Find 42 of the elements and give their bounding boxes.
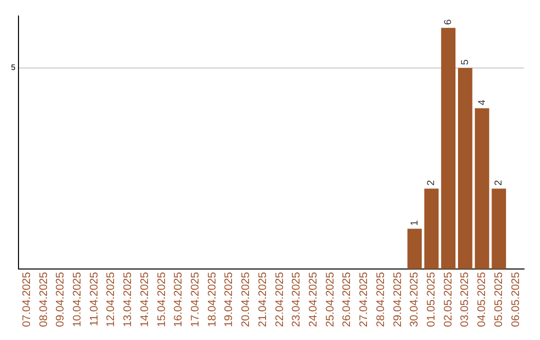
x-tick-label: 01.05.2025 <box>425 272 438 328</box>
x-tick-label: 20.04.2025 <box>240 272 252 328</box>
x-tick-label: 16.04.2025 <box>172 272 185 328</box>
x-tick-label: 18.04.2025 <box>206 272 218 328</box>
x-tick-label: 30.04.2025 <box>408 272 421 328</box>
x-tick-label: 19.04.2025 <box>223 272 236 328</box>
x-tick-label: 17.04.2025 <box>189 272 202 328</box>
bar <box>424 188 439 269</box>
x-tick-label: 28.04.2025 <box>374 272 387 328</box>
bar <box>492 188 506 269</box>
bar <box>407 228 422 269</box>
bar <box>474 108 490 269</box>
x-tick-label: 04.05.2025 <box>476 272 488 328</box>
x-tick-label: 14.04.2025 <box>138 272 151 328</box>
x-tick-label: 13.04.2025 <box>122 272 134 328</box>
x-tick-label: 10.04.2025 <box>71 272 84 328</box>
x-tick-label: 21.04.2025 <box>256 272 269 328</box>
x-tick-label: 08.04.2025 <box>38 272 50 328</box>
data-label: 2 <box>494 180 505 186</box>
x-tick-label: 27.04.2025 <box>358 272 370 328</box>
bar <box>441 28 456 269</box>
data-label: 2 <box>426 180 438 186</box>
data-label: 5 <box>460 59 471 66</box>
x-tick-label: 11.04.2025 <box>88 272 100 326</box>
x-tick-label: 05.05.2025 <box>492 272 505 328</box>
x-tick-label: 25.04.2025 <box>324 272 336 328</box>
data-label: 1 <box>409 220 420 226</box>
x-tick-label: 15.04.2025 <box>156 272 168 328</box>
x-tick-label: 22.04.2025 <box>274 272 286 328</box>
data-label: 6 <box>443 18 454 25</box>
x-tick-label: 24.04.2025 <box>307 272 320 328</box>
data-label: 4 <box>476 99 488 106</box>
x-tick-label: 29.04.2025 <box>392 272 404 328</box>
x-tick-label: 07.04.2025 <box>20 272 33 328</box>
x-tick-label: 06.05.2025 <box>510 272 522 328</box>
x-tick-label: 09.04.2025 <box>54 272 67 328</box>
bar <box>458 68 472 269</box>
x-tick-label: 12.04.2025 <box>105 272 118 328</box>
x-tick-label: 26.04.2025 <box>341 272 354 328</box>
x-tick-label: 03.05.2025 <box>459 272 472 328</box>
x-tick-label: 02.05.2025 <box>442 272 454 328</box>
x-tick-label: 23.04.2025 <box>290 272 303 328</box>
